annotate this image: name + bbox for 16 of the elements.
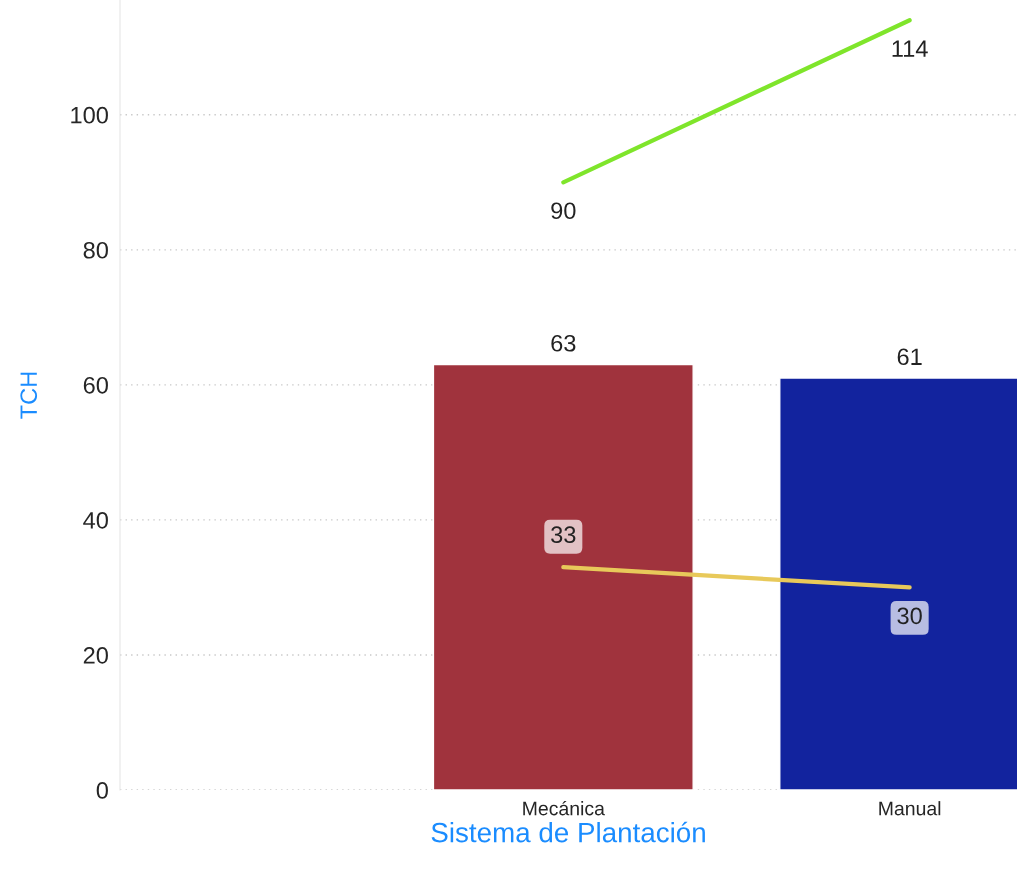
data-label: 90 [551, 202, 576, 220]
y-tick-label: 100 [71, 106, 108, 124]
data-label: 114 [892, 40, 928, 57]
y-tick-label: 20 [83, 647, 108, 664]
data-label: 63 [551, 334, 576, 352]
data-label: 61 [897, 348, 922, 366]
y-tick-label: 80 [83, 241, 108, 259]
data-label: 33 [551, 526, 576, 544]
x-axis-title: Sistema de Plantación [431, 821, 705, 843]
y-axis-title: TCH [20, 372, 38, 419]
y-tick-label: 60 [83, 376, 108, 394]
data-label: 30 [897, 607, 922, 625]
x-tick-label: Mecánica [523, 800, 605, 816]
y-tick-label: 40 [83, 511, 108, 529]
y-tick-label: 0 [96, 782, 108, 799]
x-tick-label: Manual [879, 801, 941, 816]
